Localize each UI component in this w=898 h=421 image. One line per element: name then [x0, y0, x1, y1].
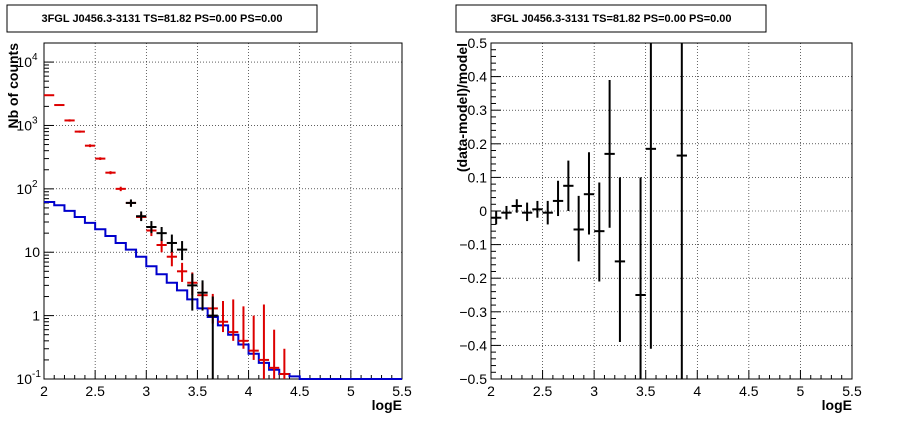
- x-tick-label: 5.5: [392, 383, 412, 399]
- x-tick-label: 2: [40, 383, 48, 399]
- x-axis-label: logE: [822, 397, 852, 413]
- series-0: [44, 201, 402, 380]
- y-tick-label: 0.1: [468, 169, 488, 185]
- y-tick-label: 10: [24, 244, 40, 260]
- x-tick-label: 4: [245, 383, 253, 399]
- y-tick-label: 10: [16, 117, 32, 133]
- x-tick-label: 3.5: [636, 383, 656, 399]
- y-tick-label: 0.2: [468, 136, 488, 152]
- counts-panel: 3FGL J0456.3-3131 TS=81.82 PS=0.00 PS=0.…: [5, 4, 412, 413]
- title-box: [455, 4, 767, 33]
- x-tick-label: 3: [142, 383, 150, 399]
- x-tick-label: 5: [797, 383, 805, 399]
- y-tick-exponent: 4: [32, 52, 38, 63]
- y-tick-label: −0.2: [459, 270, 487, 286]
- x-tick-label: 2.5: [533, 383, 553, 399]
- y-tick-label: 10: [16, 54, 32, 70]
- x-tick-label: 4.5: [290, 383, 310, 399]
- x-tick-label: 2.5: [85, 383, 105, 399]
- y-tick-label: −0.1: [459, 237, 487, 253]
- y-tick-label: 0.3: [468, 102, 488, 118]
- x-tick-label: 5: [347, 383, 355, 399]
- y-tick-label: −0.5: [459, 371, 487, 387]
- x-tick-label: 3: [590, 383, 598, 399]
- x-tick-label: 4.5: [739, 383, 759, 399]
- model-step-line: [44, 201, 402, 380]
- x-axis-label: logE: [372, 397, 402, 413]
- series-1: [44, 94, 290, 379]
- title-box: [6, 4, 318, 33]
- y-axis-label: Nb of counts: [5, 43, 21, 129]
- x-tick-label: 2: [487, 383, 495, 399]
- series-0: [491, 43, 687, 379]
- chart-title: 3FGL J0456.3-3131 TS=81.82 PS=0.00 PS=0.…: [41, 13, 282, 25]
- y-tick-label: 0.5: [468, 35, 488, 51]
- y-tick-exponent: 3: [32, 115, 38, 126]
- y-tick-exponent: 2: [32, 179, 38, 190]
- x-tick-label: 3.5: [188, 383, 208, 399]
- residuals-panel: 3FGL J0456.3-3131 TS=81.82 PS=0.00 PS=0.…: [454, 4, 862, 413]
- x-tick-label: 4: [693, 383, 701, 399]
- y-axis-label: (data-model)/model: [454, 43, 470, 172]
- y-tick-label: 10: [16, 371, 32, 387]
- y-tick-label: 10: [16, 181, 32, 197]
- plot-frame: [43, 42, 403, 380]
- y-tick-label: −0.3: [459, 304, 487, 320]
- y-tick-label: 0: [479, 203, 487, 219]
- y-tick-label: 0.4: [468, 69, 488, 85]
- y-tick-label: −0.4: [459, 337, 487, 353]
- y-tick-exponent: -1: [32, 369, 41, 380]
- chart-title: 3FGL J0456.3-3131 TS=81.82 PS=0.00 PS=0.…: [490, 13, 731, 25]
- x-tick-label: 5.5: [842, 383, 862, 399]
- y-tick-label: 1: [32, 308, 40, 324]
- series-2: [125, 199, 218, 379]
